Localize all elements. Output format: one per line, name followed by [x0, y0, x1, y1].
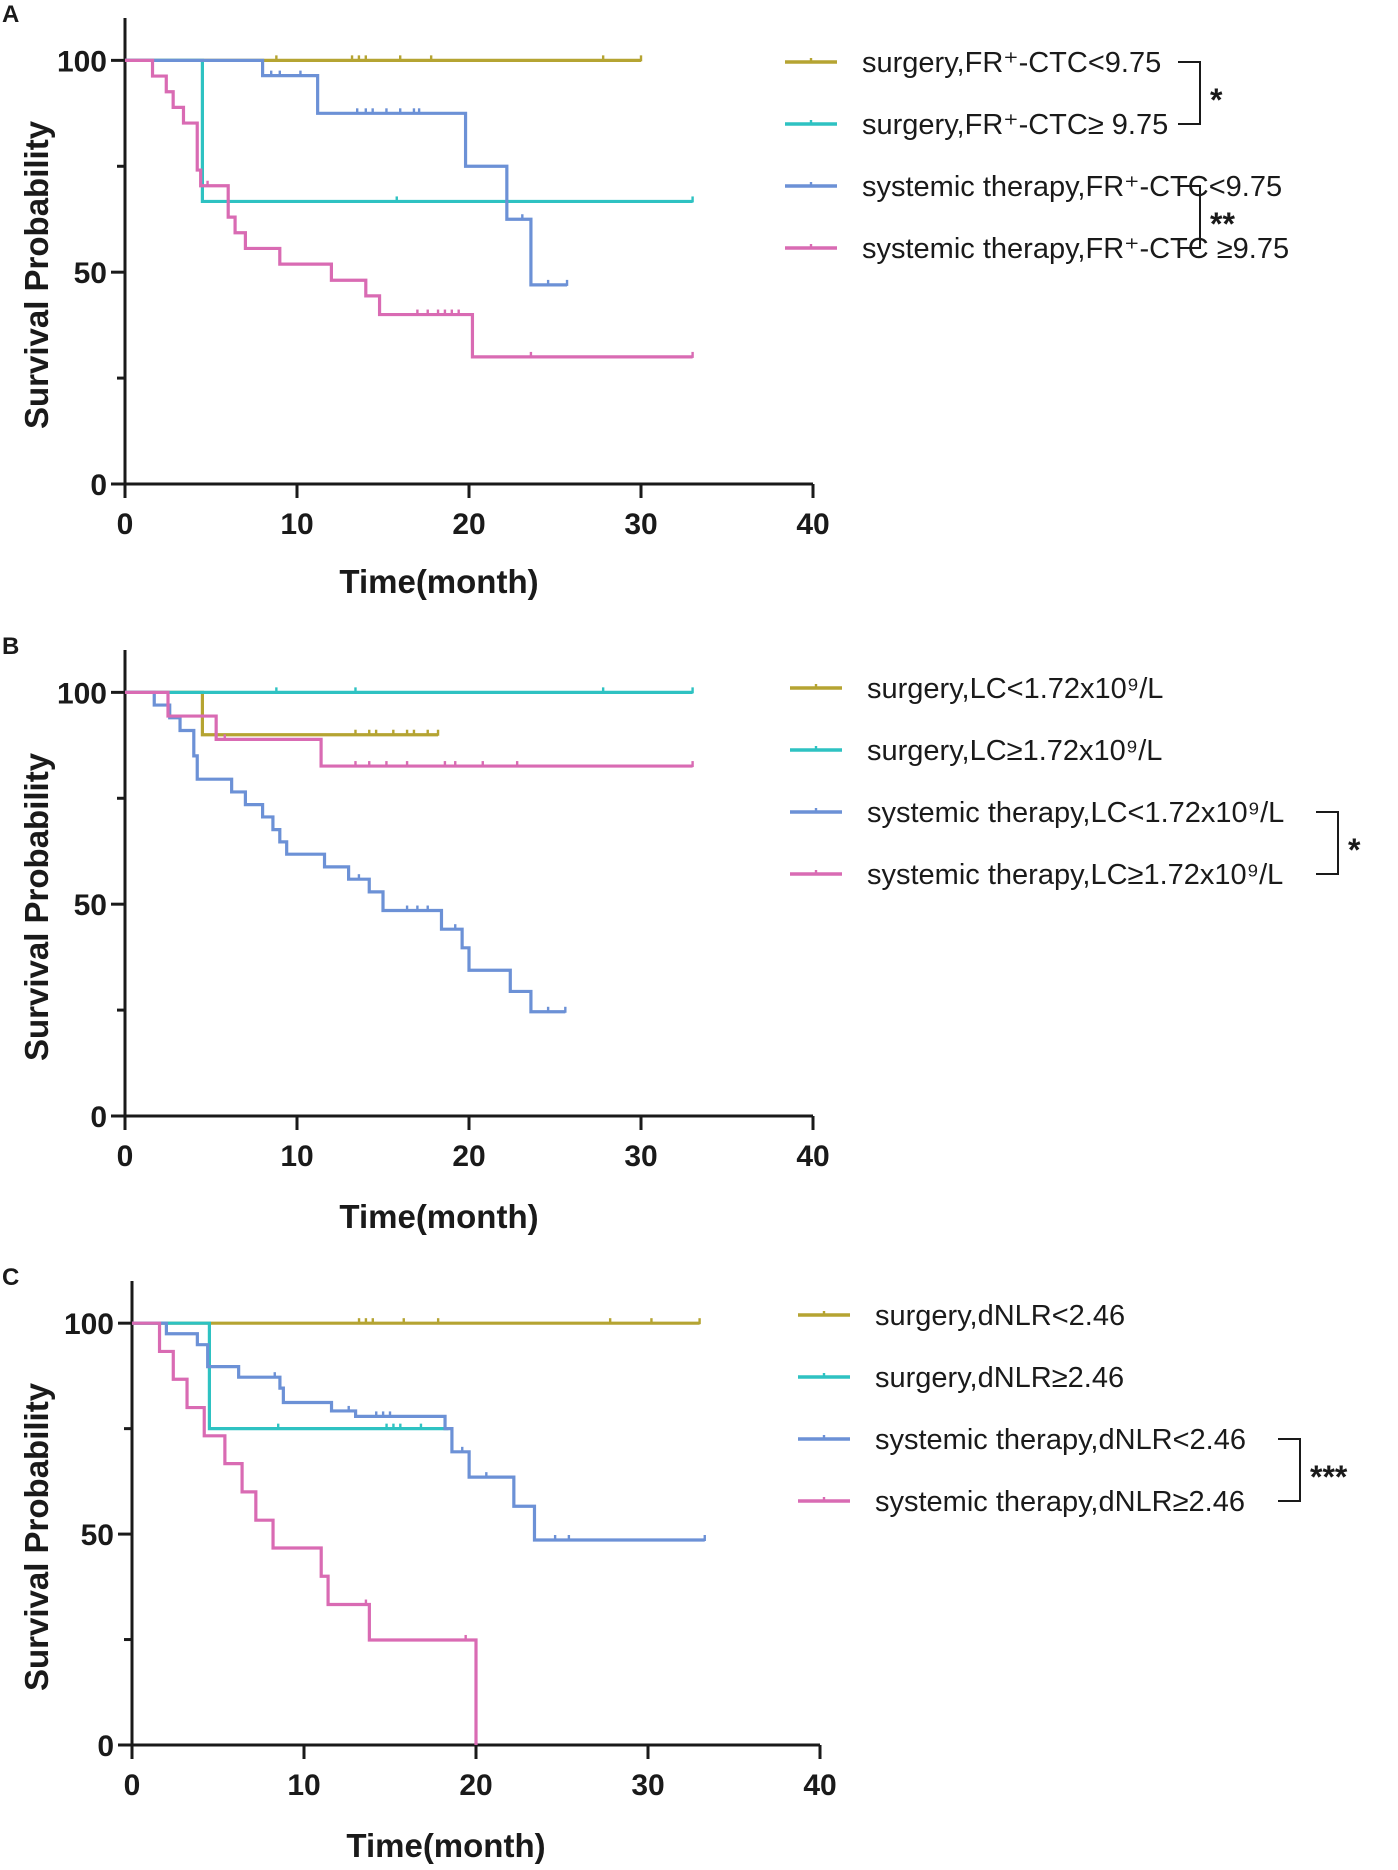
significance-bracket [1178, 185, 1201, 249]
panel-a: A 0 50 100 0 10 20 30 40 Time(month) Survival Prob… [2, 1, 1289, 600]
legend-label: surgery,FR⁺-CTC≥ 9.75 [862, 109, 1168, 141]
legend-label: systemic therapy,dNLR≥2.46 [875, 1486, 1245, 1518]
x-tick-label: 30 [624, 1140, 657, 1173]
significance-label: ** [1210, 206, 1235, 242]
x-tick-label: 0 [124, 1769, 141, 1802]
y-tick-label: 100 [64, 1308, 114, 1341]
y-tick-label: 0 [97, 1730, 114, 1763]
panel-b: B 0 50 100 0 10 20 30 40 Time(month) Survival Prob… [2, 633, 1361, 1235]
km-curve-series-4 [125, 690, 693, 768]
y-axis-title: Survival Probability [18, 1382, 55, 1691]
legend-label: systemic therapy,FR⁺-CTC<9.75 [862, 171, 1282, 203]
x-tick-label: 10 [287, 1769, 320, 1802]
significance-bracket [1278, 1438, 1301, 1502]
x-axis-title: Time(month) [346, 1827, 545, 1864]
y-tick-label: 50 [74, 889, 107, 922]
significance-label: * [1210, 82, 1223, 118]
x-axis-title: Time(month) [339, 1198, 538, 1235]
y-axis-title: Survival Probability [18, 120, 55, 429]
panel-label: B [2, 633, 19, 660]
x-tick-label: 10 [280, 508, 313, 541]
km-curve-series-2 [132, 1321, 449, 1431]
y-tick-label: 0 [90, 469, 107, 502]
legend-label: surgery,dNLR≥2.46 [875, 1362, 1124, 1394]
x-tick-label: 0 [117, 508, 134, 541]
y-tick-label: 100 [57, 677, 107, 710]
km-curve-series-3 [132, 1321, 705, 1542]
km-curve-series-3 [125, 690, 566, 1014]
significance-label: *** [1310, 1459, 1348, 1495]
significance-bracket [1178, 61, 1201, 125]
km-curve-series-1 [125, 690, 439, 737]
x-axis-title: Time(month) [339, 563, 538, 600]
y-tick-label: 50 [74, 257, 107, 290]
legend-label: systemic therapy,dNLR<2.46 [875, 1424, 1246, 1456]
panel-label: A [2, 1, 19, 28]
panel-c: C 0 50 100 0 10 20 30 40 Time(month) Survival Prob… [2, 1264, 1348, 1864]
x-tick-label: 0 [117, 1140, 134, 1173]
legend-label: surgery,FR⁺-CTC<9.75 [862, 47, 1161, 79]
significance-label: * [1348, 832, 1361, 868]
legend-label: systemic therapy,LC<1.72x10⁹/L [867, 797, 1284, 829]
km-curve-series-4 [132, 1321, 478, 1745]
x-tick-label: 40 [803, 1769, 836, 1802]
x-tick-label: 30 [631, 1769, 664, 1802]
x-tick-label: 20 [459, 1769, 492, 1802]
x-tick-label: 40 [796, 508, 829, 541]
legend-label: surgery,LC<1.72x10⁹/L [867, 673, 1163, 705]
y-axis-title: Survival Probability [18, 752, 55, 1061]
km-curve-series-2 [125, 58, 693, 204]
x-tick-label: 40 [796, 1140, 829, 1173]
km-curve-series-3 [125, 58, 568, 287]
x-tick-label: 30 [624, 508, 657, 541]
x-tick-label: 10 [280, 1140, 313, 1173]
y-tick-label: 100 [57, 45, 107, 78]
x-tick-label: 20 [452, 1140, 485, 1173]
y-tick-label: 50 [81, 1519, 114, 1552]
legend-label: systemic therapy,FR⁺-CTC ≥9.75 [862, 233, 1289, 265]
legend-label: surgery,LC≥1.72x10⁹/L [867, 735, 1162, 767]
km-curve-series-4 [125, 58, 693, 359]
legend-label: systemic therapy,LC≥1.72x10⁹/L [867, 859, 1283, 891]
y-tick-label: 0 [90, 1101, 107, 1134]
significance-bracket [1316, 811, 1339, 875]
legend-label: surgery,dNLR<2.46 [875, 1300, 1125, 1332]
panel-label: C [2, 1264, 19, 1291]
x-tick-label: 20 [452, 508, 485, 541]
